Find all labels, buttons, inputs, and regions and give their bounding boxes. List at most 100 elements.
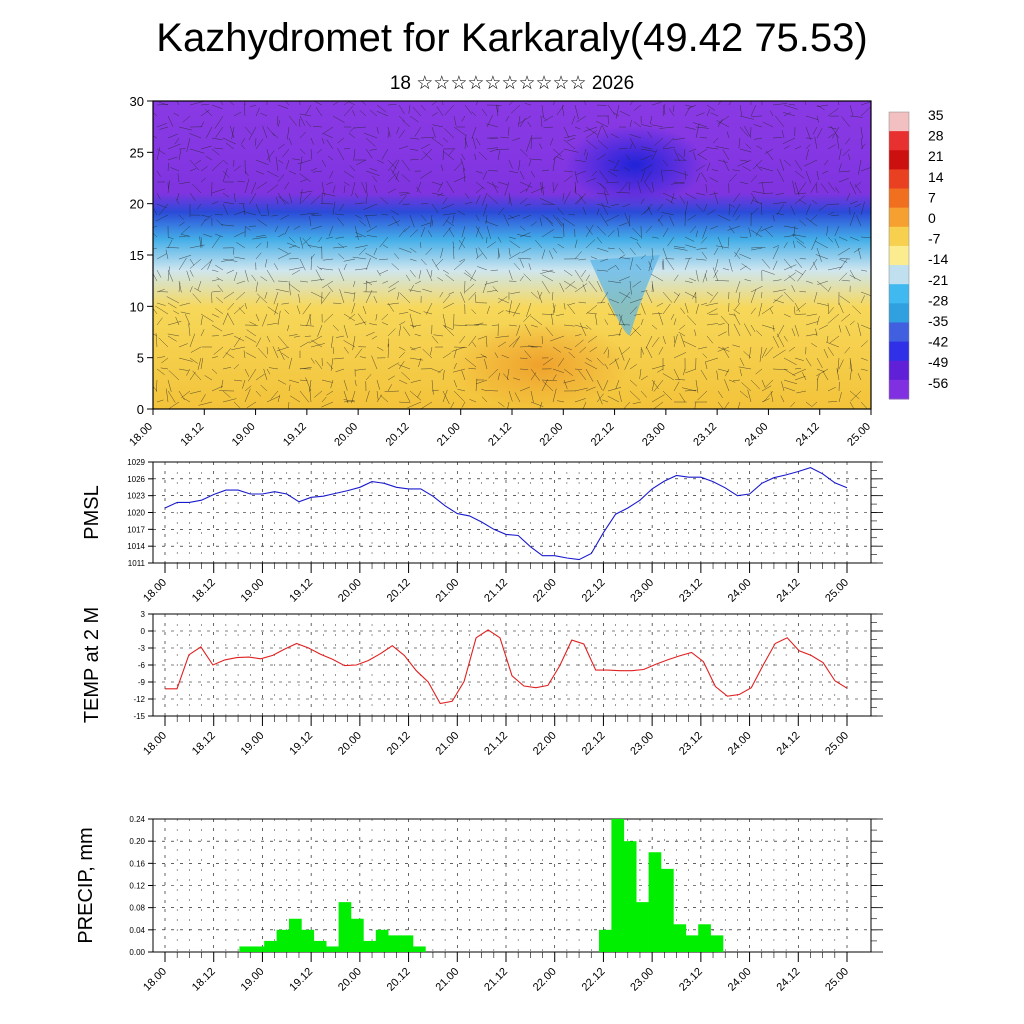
wind-vector: [178, 257, 187, 271]
wind-vector: [706, 335, 714, 344]
wind-vector: [629, 306, 638, 315]
wind-vector: [596, 125, 602, 139]
wind-vector: [298, 293, 301, 304]
wind-vector: [387, 384, 393, 392]
cross-section-x-axis: 18.00 18.12 19.00 19.12 20.00 20.12 21.00 21.12…: [127, 409, 873, 449]
colorbar-label: 21: [928, 148, 944, 164]
wind-vector: [841, 279, 851, 282]
y-tick-label: 1020: [127, 509, 145, 518]
wind-vector: [431, 379, 434, 395]
wind-vector: [673, 334, 678, 348]
wind-vector: [398, 195, 407, 205]
wind-vector: [794, 159, 803, 171]
wind-vector: [563, 368, 573, 376]
wind-vector: [794, 258, 803, 269]
wind-vector: [645, 335, 653, 349]
wind-vector: [480, 353, 488, 359]
wind-vector: [475, 181, 486, 190]
panel-frame: [152, 461, 872, 564]
wind-vector: [471, 126, 477, 139]
wind-vector: [168, 401, 180, 409]
wind-vector: [375, 313, 378, 321]
wind-vector: [398, 129, 406, 139]
wind-vector: [186, 368, 191, 376]
wind-vector: [200, 315, 203, 326]
wind-vector: [243, 203, 246, 216]
wind-vector: [189, 258, 202, 269]
wind-vector: [777, 168, 785, 183]
wind-vector: [618, 314, 623, 326]
wind-vector: [197, 357, 202, 371]
wind-vector: [769, 308, 774, 315]
wind-vector: [244, 368, 250, 377]
wind-vector: [175, 316, 180, 326]
wind-vector: [629, 236, 639, 241]
wind-vector: [722, 346, 730, 359]
wind-vector: [167, 379, 172, 392]
wind-vector: [827, 108, 839, 117]
wind-vector: [760, 202, 763, 216]
wind-vector: [585, 304, 598, 315]
x-tick-label: 23.00: [640, 421, 668, 449]
wind-vector: [574, 195, 584, 205]
wind-vector: [761, 192, 774, 194]
wind-vector: [640, 170, 646, 183]
wind-vector: [739, 104, 743, 116]
wind-vector: [717, 236, 724, 250]
wind-vector: [684, 291, 697, 299]
wind-vector: [629, 101, 634, 106]
wind-vector: [519, 346, 534, 348]
wind-vector: [849, 390, 860, 400]
wind-vector: [475, 356, 486, 359]
wind-vector: [504, 181, 510, 196]
wind-vector: [557, 243, 565, 249]
wind-vector: [216, 296, 224, 304]
x-tick-label: 19.00: [230, 421, 258, 449]
wind-vector: [369, 168, 378, 172]
wind-vector: [497, 207, 505, 216]
wind-vector: [526, 137, 532, 152]
wind-vector: [486, 225, 491, 239]
wind-vector: [365, 280, 367, 293]
wind-vector: [211, 385, 224, 392]
wind-vector: [271, 214, 279, 217]
wind-vector: [252, 236, 268, 240]
wind-vector: [449, 401, 455, 409]
wind-vector: [837, 247, 851, 256]
wind-vector: [387, 338, 389, 348]
wind-vector: [517, 115, 521, 127]
wind-vector: [292, 158, 301, 161]
wind-vector: [242, 379, 246, 389]
wind-vector: [460, 291, 466, 304]
wind-vector: [167, 236, 174, 240]
wind-vector: [321, 291, 331, 304]
wind-vector: [607, 170, 618, 177]
wind-vector: [673, 352, 687, 359]
wind-vector: [275, 288, 290, 293]
wind-vector: [732, 203, 741, 218]
wind-vector: [761, 398, 770, 403]
wind-vector: [409, 148, 419, 151]
wind-vector: [159, 126, 169, 130]
wind-vector: [519, 232, 531, 238]
wind-vector: [203, 233, 213, 238]
wind-vector: [266, 148, 271, 163]
wind-vector: [644, 182, 653, 194]
wind-vector: [519, 386, 531, 392]
wind-vector: [748, 227, 752, 238]
wind-vector: [790, 205, 796, 216]
wind-vector: [629, 257, 634, 271]
wind-vector: [231, 126, 235, 140]
wind-vector: [563, 302, 566, 310]
wind-vector: [725, 368, 730, 377]
wind-vector: [270, 390, 279, 400]
wind-vector: [574, 269, 584, 283]
wind-vector: [517, 257, 532, 260]
wind-vector: [629, 390, 641, 401]
wind-vector: [310, 194, 321, 205]
wind-vector: [299, 113, 312, 117]
wind-vector: [170, 167, 180, 172]
wind-vector: [613, 159, 620, 171]
wind-vector: [812, 126, 818, 135]
wind-vector: [321, 396, 327, 403]
